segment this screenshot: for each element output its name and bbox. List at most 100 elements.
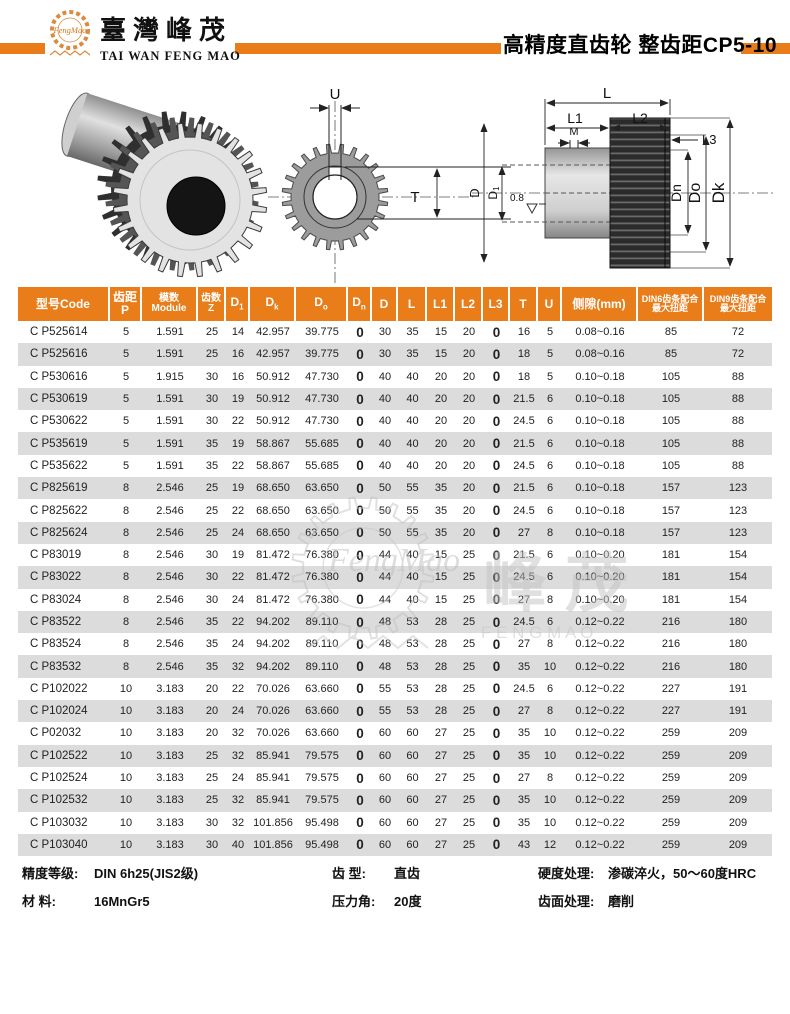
- value-cell: 44: [378, 549, 392, 562]
- value-cell: 48: [372, 655, 398, 678]
- value-cell: 10: [543, 727, 557, 740]
- value-cell: 60: [406, 727, 419, 740]
- value-cell: 88: [704, 432, 772, 455]
- value-cell: 27: [517, 638, 531, 651]
- value-cell: 20: [434, 459, 448, 472]
- column-header: U: [538, 287, 562, 321]
- value-cell: 216: [638, 610, 704, 634]
- value-cell: 27: [517, 772, 531, 785]
- value-cell: 21.5: [510, 387, 538, 411]
- value-cell: 24: [231, 638, 245, 651]
- value-cell: 25: [462, 549, 476, 562]
- value-cell: 6: [538, 477, 562, 500]
- value-cell: 2.546: [142, 521, 198, 544]
- value-cell: 22: [226, 610, 250, 634]
- column-header: Dk: [250, 287, 296, 321]
- value-cell: 209: [704, 833, 772, 857]
- value-cell: 0.10~0.18: [562, 387, 638, 411]
- value-cell: 25: [455, 610, 483, 634]
- value-cell: 40: [406, 370, 419, 383]
- value-cell: 0.08~0.16: [562, 343, 638, 366]
- value-cell: 53: [398, 700, 427, 723]
- value-cell: 24.5: [513, 415, 535, 428]
- value-cell: 1.591: [156, 459, 184, 472]
- value-cell: 8: [538, 521, 562, 544]
- value-cell: 24.5: [513, 459, 535, 472]
- note-tooth-surface: 齿面处理: 磨削: [538, 891, 756, 910]
- value-cell: 0.12~0.22: [562, 610, 638, 634]
- value-cell: 35: [427, 521, 455, 544]
- value-cell: 6: [546, 682, 554, 695]
- value-cell: 209: [704, 744, 772, 767]
- value-cell: 5: [110, 387, 142, 411]
- gear-side-section-drawing: M L L1 L2 L3 D D1 0.8: [470, 85, 775, 269]
- model-code-cell: C P825624: [18, 521, 110, 544]
- value-cell: 2.546: [142, 477, 198, 500]
- value-cell: 20: [427, 432, 455, 455]
- model-code-cell: C P535622: [30, 459, 88, 472]
- value-cell: 8: [538, 700, 562, 723]
- value-cell: 0: [356, 770, 364, 786]
- value-cell: 85.941: [250, 789, 296, 812]
- gear-table-body: C P525614 5 1.591 25 14 42.957 39.775 0 30 35 15 20…: [18, 321, 772, 857]
- value-cell: 0.10~0.18: [562, 477, 638, 500]
- value-cell: 227: [661, 682, 681, 695]
- value-cell: 0.10~0.18: [575, 370, 625, 383]
- value-cell: 30: [205, 593, 219, 606]
- value-cell: 20: [462, 370, 476, 383]
- value-cell: 16: [226, 343, 250, 366]
- value-cell: 30: [205, 370, 219, 383]
- brand-block: 臺灣峰茂 TAI WAN FENG MAO: [100, 10, 240, 64]
- model-code-cell: C P530622: [30, 415, 88, 428]
- value-cell: 72: [704, 343, 772, 366]
- value-cell: 0: [348, 655, 372, 678]
- value-cell: 0: [348, 789, 372, 812]
- value-cell: 0: [348, 343, 372, 366]
- value-cell: 0.10~0.18: [562, 521, 638, 544]
- dim-label-d: D: [470, 188, 482, 197]
- column-header: 齿数 Z: [198, 287, 226, 321]
- value-cell: 20: [427, 387, 455, 411]
- value-cell: 0.10~0.18: [575, 415, 625, 428]
- value-cell: 30: [378, 326, 392, 339]
- value-cell: 60: [372, 833, 398, 857]
- value-cell: 123: [704, 477, 772, 500]
- model-code-cell: C P83524: [30, 638, 82, 651]
- column-header: DIN6齿条配合 最大扭距: [638, 287, 704, 321]
- value-cell: 20: [455, 432, 483, 455]
- value-cell: 27: [434, 772, 448, 785]
- note-label: 齿面处理:: [538, 894, 595, 909]
- value-cell: 10: [538, 789, 562, 812]
- value-cell: 8: [110, 610, 142, 634]
- value-cell: 8: [122, 593, 130, 606]
- value-cell: 40: [398, 432, 427, 455]
- footer-notes-column-1: 精度等级: DIN 6h25(JIS2级) 材 料: 16MnGr5: [22, 863, 198, 910]
- value-cell: 15: [427, 566, 455, 589]
- gear-table-header-row: 型号Code 齿距P 模数 Module 齿数 Z D1 Dk Do Dn D L L1 L2 L3 T U 侧隙…: [18, 287, 772, 321]
- value-cell: 35: [427, 477, 455, 500]
- value-cell: 105: [661, 370, 681, 383]
- value-cell: 19: [226, 432, 250, 455]
- value-cell: 35: [205, 638, 219, 651]
- value-cell: 1.915: [156, 370, 184, 383]
- value-cell: 0.12~0.22: [562, 655, 638, 678]
- value-cell: 60: [372, 789, 398, 812]
- fengmao-gear-logo-icon: FengMao: [49, 10, 91, 56]
- value-cell: 1.591: [156, 415, 184, 428]
- value-cell: 0: [348, 610, 372, 634]
- value-cell: 27: [434, 816, 448, 829]
- value-cell: 0: [348, 700, 372, 723]
- value-cell: 60: [406, 816, 419, 829]
- value-cell: 5: [110, 343, 142, 366]
- value-cell: 53: [398, 655, 427, 678]
- value-cell: 0: [492, 547, 501, 563]
- value-cell: 32: [226, 789, 250, 812]
- value-cell: 21.5: [513, 549, 535, 562]
- value-cell: 0.10~0.20: [562, 566, 638, 589]
- value-cell: 22: [231, 682, 245, 695]
- value-cell: 0: [356, 458, 364, 474]
- model-code-cell: C P825622: [30, 504, 88, 517]
- table-row: C P102532 10 3.183 25 32 85.941 79.575 0 60 60 27 2…: [18, 789, 772, 812]
- value-cell: 259: [638, 833, 704, 857]
- column-header: Dn: [348, 287, 372, 321]
